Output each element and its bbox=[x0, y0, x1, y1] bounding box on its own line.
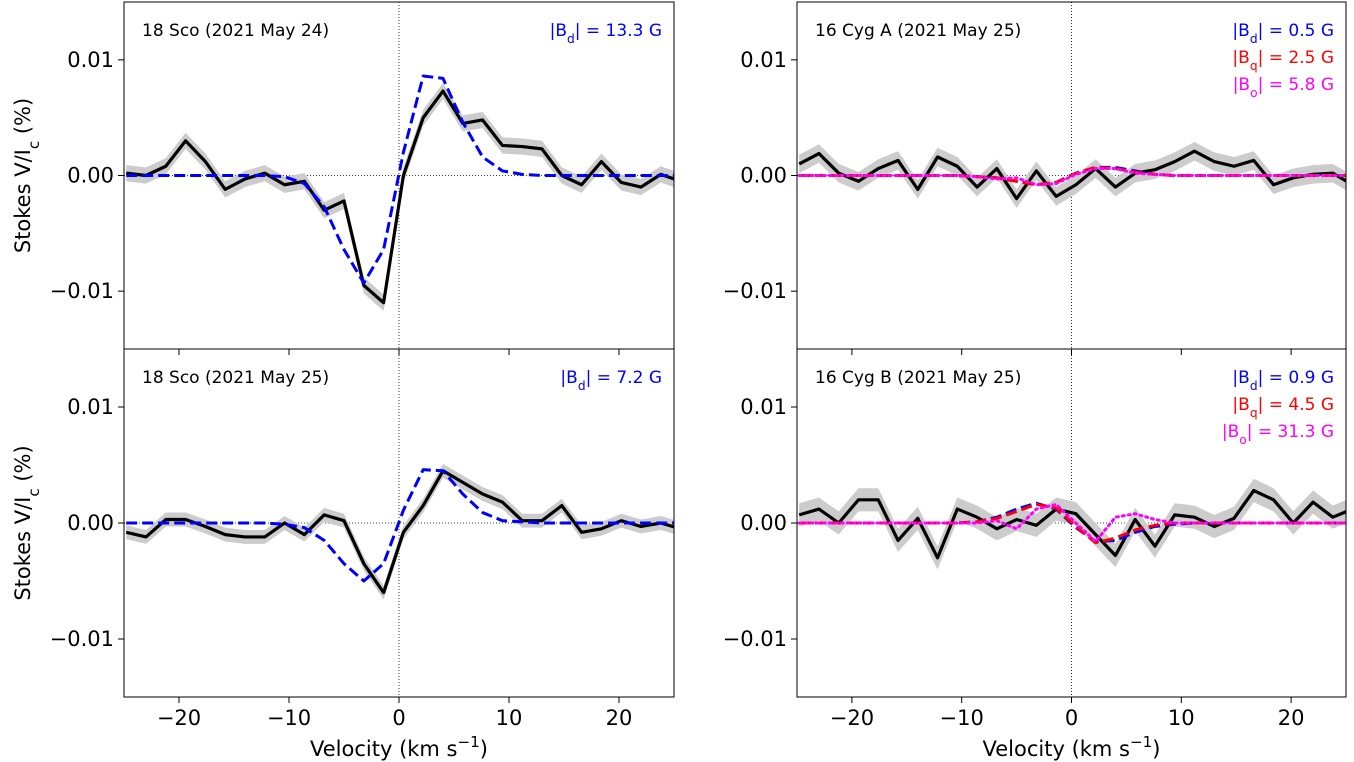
field-label: |Bd| = 0.5 G bbox=[1232, 21, 1334, 46]
text-part: | = 5.8 G bbox=[1258, 75, 1334, 95]
series-line bbox=[799, 165, 1346, 187]
text-part: |B bbox=[560, 368, 577, 388]
y-tick-label: −0.01 bbox=[723, 627, 787, 651]
series-line bbox=[798, 149, 1346, 201]
text-part: ) bbox=[480, 737, 488, 761]
error-band bbox=[126, 463, 674, 600]
y-tick-label: 0.00 bbox=[67, 511, 114, 535]
x-tick-label: −10 bbox=[940, 706, 984, 730]
text-part: |B bbox=[1232, 368, 1249, 388]
text-part: |B bbox=[1233, 75, 1250, 95]
series-line bbox=[126, 468, 674, 583]
x-tick-label: 20 bbox=[606, 706, 633, 730]
text-part: c bbox=[25, 488, 43, 496]
y-tick-label: −0.01 bbox=[50, 627, 114, 651]
error-band bbox=[799, 478, 1346, 570]
text-part: q bbox=[1250, 59, 1258, 73]
text-part: |B bbox=[1222, 422, 1239, 442]
text-part: |B bbox=[1232, 48, 1249, 68]
text-part: d bbox=[1250, 32, 1258, 46]
series-line bbox=[797, 502, 1346, 544]
x-axis-label: Velocity (km s−1) bbox=[983, 733, 1161, 761]
text-part: d bbox=[578, 379, 586, 393]
field-label: |Bd| = 13.3 G bbox=[550, 21, 662, 46]
x-axis-label: Velocity (km s−1) bbox=[310, 733, 488, 761]
y-tick-label: 0.00 bbox=[67, 164, 114, 188]
field-label: |Bq| = 2.5 G bbox=[1232, 48, 1334, 73]
plot-area bbox=[124, 349, 674, 697]
text-part: Velocity (km s bbox=[983, 737, 1130, 761]
text-part: Stokes V/I bbox=[11, 497, 35, 601]
field-label: |Bd| = 0.9 G bbox=[1232, 368, 1334, 393]
series-line bbox=[126, 74, 674, 285]
y-tick-label: 0.01 bbox=[740, 48, 787, 72]
text-part: |B bbox=[1232, 395, 1249, 415]
y-tick-label: −0.01 bbox=[50, 279, 114, 303]
field-label: |Bo| = 31.3 G bbox=[1222, 422, 1334, 447]
x-tick-label: 10 bbox=[496, 706, 523, 730]
y-axis-label: Stokes V/Ic (%) bbox=[11, 445, 43, 600]
text-part: Velocity (km s bbox=[310, 737, 457, 761]
panel: −0.01 0.00 0.01 18 Sco (2021 May 24) |Bd| = … bbox=[11, 1, 675, 355]
text-part: | = 31.3 G bbox=[1247, 422, 1334, 442]
text-part: |B bbox=[550, 21, 567, 41]
series-line bbox=[125, 469, 674, 595]
x-tick-label: 10 bbox=[1168, 706, 1195, 730]
text-part: (%) bbox=[11, 98, 35, 141]
x-tick-label: 20 bbox=[1278, 706, 1305, 730]
text-part: o bbox=[1239, 433, 1247, 447]
series-line bbox=[798, 488, 1346, 560]
plot-area bbox=[797, 349, 1346, 697]
text-part: | = 0.5 G bbox=[1258, 21, 1334, 41]
text-part: o bbox=[1250, 86, 1258, 100]
x-tick-label: 0 bbox=[1065, 706, 1078, 730]
text-part: | = 4.5 G bbox=[1258, 395, 1334, 415]
y-tick-label: −0.01 bbox=[723, 279, 787, 303]
text-part: ) bbox=[1152, 737, 1160, 761]
error-band bbox=[126, 82, 674, 311]
text-part: | = 13.3 G bbox=[575, 21, 662, 41]
text-part: | = 2.5 G bbox=[1258, 48, 1334, 68]
y-tick-label: 0.01 bbox=[67, 48, 114, 72]
plot-area bbox=[797, 2, 1346, 349]
field-label: |Bd| = 7.2 G bbox=[560, 368, 662, 393]
x-tick-label: −20 bbox=[157, 706, 201, 730]
panel-title: 18 Sco (2021 May 25) bbox=[142, 368, 329, 388]
series-line bbox=[126, 89, 674, 305]
panel-title: 18 Sco (2021 May 24) bbox=[142, 21, 329, 41]
text-part: d bbox=[1250, 379, 1258, 393]
y-tick-label: 0.00 bbox=[740, 511, 787, 535]
panel: −0.01 0.00 0.01 −20 −10 0 10 20 16 Cyg B (2021 M… bbox=[723, 348, 1347, 761]
text-part: |B bbox=[1232, 21, 1249, 41]
text-part: (%) bbox=[11, 445, 35, 488]
y-axis-label: Stokes V/Ic (%) bbox=[11, 98, 43, 253]
x-tick-label: −10 bbox=[267, 706, 311, 730]
panel-title: 16 Cyg A (2021 May 25) bbox=[815, 21, 1021, 41]
y-tick-label: 0.00 bbox=[740, 164, 787, 188]
text-part: | = 7.2 G bbox=[586, 368, 662, 388]
text-part: q bbox=[1250, 406, 1258, 420]
plot-area bbox=[124, 2, 674, 349]
text-part: −1 bbox=[458, 733, 480, 751]
series-line bbox=[797, 167, 1346, 187]
y-tick-label: 0.01 bbox=[740, 395, 787, 419]
text-part: c bbox=[25, 141, 43, 149]
text-part: −1 bbox=[1130, 733, 1152, 751]
text-part: | = 0.9 G bbox=[1258, 368, 1334, 388]
x-tick-label: 0 bbox=[392, 706, 405, 730]
field-label: |Bq| = 4.5 G bbox=[1232, 395, 1334, 420]
text-part: Stokes V/I bbox=[11, 149, 35, 253]
x-tick-label: −20 bbox=[830, 706, 874, 730]
field-label: |Bo| = 5.8 G bbox=[1233, 75, 1334, 100]
panel-title: 16 Cyg B (2021 May 25) bbox=[815, 368, 1021, 388]
y-tick-label: 0.01 bbox=[67, 395, 114, 419]
panel: −0.01 0.00 0.01 −20 −10 0 10 20 18 Sco (2021 May… bbox=[11, 348, 675, 761]
text-part: d bbox=[567, 32, 575, 46]
